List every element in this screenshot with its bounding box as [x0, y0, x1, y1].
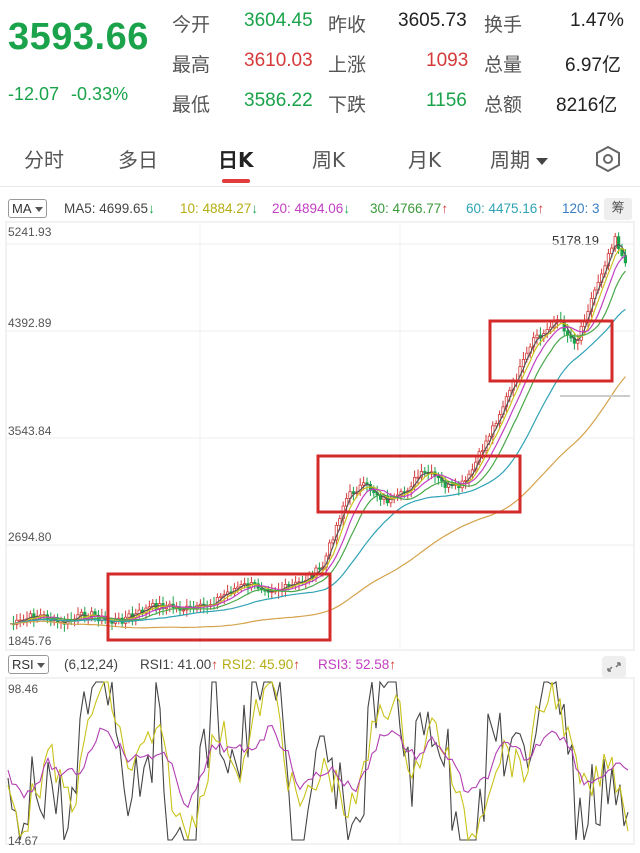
tab-multi-day[interactable]: 多日: [118, 148, 158, 172]
rsi-axis-min: 14.67: [8, 834, 39, 848]
ma60-value: 60: 4475.16↑: [466, 201, 545, 216]
ma-selector-button[interactable]: MA: [8, 199, 47, 218]
rsi2-line: [7, 681, 629, 842]
candle-body: [521, 359, 526, 368]
price-axis-label: 4392.89: [8, 316, 52, 330]
candle-body: [443, 480, 447, 488]
candle-body: [491, 425, 495, 437]
change-value: -12.07: [8, 84, 60, 104]
candle-body: [317, 567, 322, 570]
candle-body: [412, 477, 417, 488]
stat-open-value: 3604.45: [244, 10, 313, 31]
ma120-line: [9, 376, 626, 629]
highlight-box: [316, 454, 522, 514]
candle-body: [480, 450, 485, 453]
price-axis-label: 1845.76: [8, 634, 52, 648]
stat-open: 今开: [172, 14, 211, 36]
change-percent: -0.33%: [71, 84, 129, 104]
chart-frame: [5, 221, 635, 651]
rsi1-value: RSI1: 41.00↑: [140, 657, 219, 672]
ma120-value: 120: 3: [562, 201, 600, 216]
stat-amount: 总额: [484, 94, 523, 116]
rsi1-line: [7, 680, 629, 841]
rsi-axis-max: 98.46: [8, 682, 39, 696]
ma20-value: 20: 4894.06↓: [272, 201, 351, 216]
candle-body: [351, 491, 356, 495]
quote-header: 3593.66 -12.07 -0.33% 今开 3604.45 昨收 3605.…: [0, 0, 640, 118]
stat-high-value: 3610.03: [244, 50, 313, 71]
rsi3-value: RSI3: 52.58↑: [318, 657, 397, 672]
ma5-line: [9, 243, 626, 625]
rsi2-value: RSI2: 45.90↑: [222, 657, 301, 672]
highlight-box: [488, 319, 614, 383]
stat-amount-value: 8216亿: [556, 95, 618, 116]
candle-body: [253, 582, 257, 585]
settings-hexagon-icon[interactable]: [594, 145, 622, 173]
tab-period-dropdown[interactable]: 周期: [490, 144, 548, 173]
rsi-frame: [5, 677, 635, 845]
price-axis-label: 3543.84: [8, 424, 52, 438]
ma30-line: [9, 270, 626, 625]
stat-turnover: 换手: [484, 14, 523, 36]
price-axis-label: 5241.93: [8, 225, 52, 239]
candle-body: [566, 330, 570, 336]
candle-body: [361, 482, 366, 486]
candle-body: [242, 583, 247, 586]
ma10-value: 10: 4884.27↓: [180, 201, 259, 216]
stat-volume: 总量: [484, 54, 523, 76]
tab-monthly-k[interactable]: 月K: [408, 148, 442, 172]
stat-up: 上涨: [328, 54, 367, 76]
period-tabs: 分时 多日 日K 周K 月K 周期: [0, 130, 640, 187]
candle-body: [416, 476, 420, 479]
price-change: -12.07 -0.33%: [8, 84, 140, 105]
ma10-line: [9, 247, 626, 625]
candle-body: [617, 236, 621, 249]
candle-body: [613, 236, 617, 249]
candle-body: [127, 613, 131, 618]
candle-body: [168, 603, 172, 607]
stat-down-value: 1156: [426, 90, 467, 111]
candle-body: [79, 611, 83, 616]
chevron-down-icon: [536, 158, 548, 165]
candle-body: [372, 490, 376, 494]
candle-body: [535, 334, 539, 339]
tab-period-label: 周期: [490, 148, 530, 172]
rsi3-line: [7, 724, 629, 809]
stat-up-value: 1093: [426, 50, 469, 71]
stat-down: 下跌: [328, 94, 367, 116]
ma5-value: MA5: 4699.65↓: [64, 201, 155, 216]
candle-body: [181, 609, 185, 612]
chip-distribution-button[interactable]: 筹: [604, 198, 632, 220]
rsi-selector-button[interactable]: RSI: [8, 655, 49, 674]
ma20-line: [9, 255, 626, 625]
stat-turnover-value: 1.47%: [570, 10, 624, 31]
candle-body: [236, 586, 240, 589]
rsi-legend: RSI (6,12,24) RSI1: 41.00↑ RSI2: 45.90↑ …: [0, 654, 640, 678]
tab-intraday[interactable]: 分时: [24, 148, 64, 172]
stat-prev-close-value: 3605.73: [398, 10, 467, 31]
candle-body: [198, 603, 202, 606]
stat-low: 最低: [172, 94, 211, 116]
candle-body: [423, 471, 427, 473]
candle-body: [219, 595, 223, 598]
stat-low-value: 3586.22: [244, 90, 313, 111]
ma-legend: MA MA5: 4699.65↓ 10: 4884.27↓ 20: 4894.0…: [0, 198, 640, 222]
tab-daily-k[interactable]: 日K: [218, 144, 254, 183]
last-price: 3593.66: [8, 16, 149, 58]
highlight-box: [106, 572, 332, 642]
stat-prev-close: 昨收: [328, 14, 367, 36]
rsi-params: (6,12,24): [64, 657, 119, 672]
stat-volume-value: 6.97亿: [565, 55, 621, 76]
price-axis-label: 2694.80: [8, 530, 52, 544]
stat-high: 最高: [172, 54, 211, 76]
tab-weekly-k[interactable]: 周K: [312, 148, 346, 172]
ma30-value: 30: 4766.77↑: [370, 201, 449, 216]
ma60-line: [9, 308, 626, 625]
